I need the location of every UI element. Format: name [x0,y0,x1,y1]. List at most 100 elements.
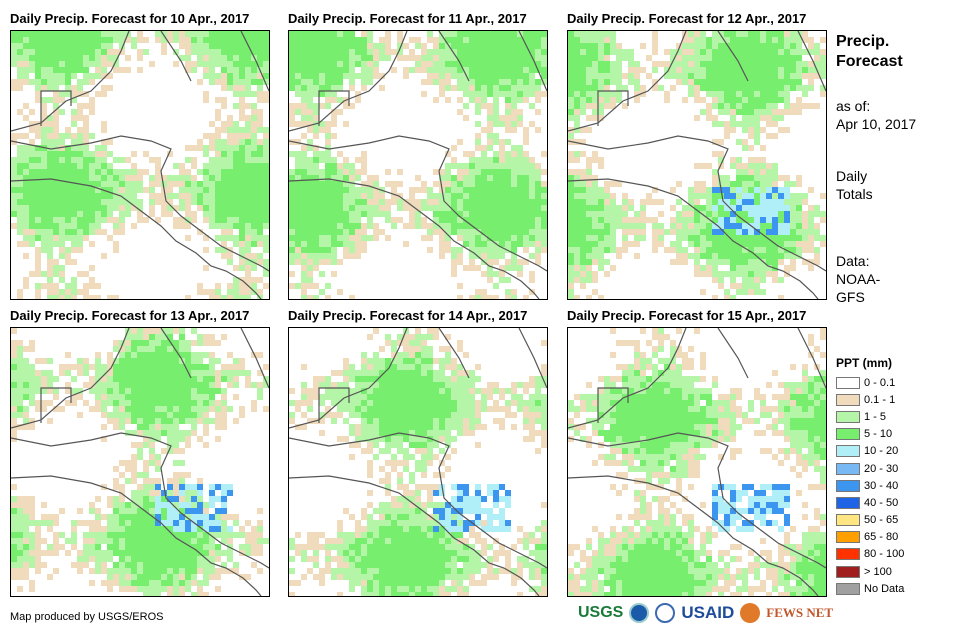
precip-cell [179,187,185,193]
precip-cell [730,199,736,205]
precip-cell [760,145,766,151]
precip-cell [469,247,475,253]
precip-cell [427,37,433,43]
precip-cell [604,217,610,223]
precip-cell [35,358,41,364]
precip-cell [694,91,700,97]
precip-cell [47,31,53,37]
precip-cell [71,394,77,400]
precip-cell [295,157,301,163]
precip-cell [173,532,179,538]
precip-cell [41,538,47,544]
precip-cell [137,199,143,205]
precip-cell [433,79,439,85]
precip-cell [89,388,95,394]
precip-cell [35,151,41,157]
precip-cell [610,61,616,67]
precip-cell [221,121,227,127]
precip-cell [361,406,367,412]
precip-cell [155,217,161,223]
precip-cell [41,211,47,217]
precip-cell [295,169,301,175]
precip-cell [541,217,547,223]
precip-cell [682,235,688,241]
precip-cell [808,211,814,217]
precip-cell [203,217,209,223]
precip-cell [65,382,71,388]
precip-cell [457,67,463,73]
precip-cell [313,388,319,394]
precip-cell [155,532,161,538]
precip-cell [331,388,337,394]
precip-cell [742,97,748,103]
precip-cell [125,382,131,388]
precip-cell [161,538,167,544]
precip-cell [610,97,616,103]
precip-cell [215,514,221,520]
precip-cell [541,55,547,61]
precip-cell [754,277,760,283]
precip-cell [185,544,191,550]
precip-cell [652,241,658,247]
precip-cell [239,91,245,97]
precip-cell [778,91,784,97]
precip-cell [107,55,113,61]
precip-cell [301,157,307,163]
precip-cell [65,37,71,43]
precip-cell [245,157,251,163]
precip-cell [403,358,409,364]
precip-cell [760,103,766,109]
precip-cell [427,205,433,211]
precip-cell [215,163,221,169]
precip-cell [325,103,331,109]
precip-cell [23,175,29,181]
precip-cell [481,175,487,181]
precip-cell [808,79,814,85]
precip-cell [469,181,475,187]
precip-cell [433,49,439,55]
precip-cell [11,556,17,562]
precip-cell [209,133,215,139]
precip-cell [646,73,652,79]
precip-cell [361,37,367,43]
precip-cell [143,586,149,592]
precip-cell [760,79,766,85]
precip-cell [209,223,215,229]
precip-cell [233,514,239,520]
precip-cell [161,496,167,502]
precip-cell [191,187,197,193]
precip-cell [203,340,209,346]
precip-cell [694,265,700,271]
precip-cell [137,37,143,43]
precip-cell [71,151,77,157]
precip-cell [113,247,119,253]
precip-cell [814,55,820,61]
precip-cell [17,406,23,412]
precip-cell [469,406,475,412]
precip-cell [403,412,409,418]
precip-cell [475,205,481,211]
precip-cell [499,229,505,235]
precip-cell [331,115,337,121]
precip-cell [511,181,517,187]
precip-cell [77,163,83,169]
precip-cell [125,376,131,382]
precip-cell [155,556,161,562]
precip-cell [718,193,724,199]
precip-cell [47,235,53,241]
precip-cell [161,358,167,364]
precip-cell [535,193,541,199]
precip-cell [736,31,742,37]
precip-cell [137,472,143,478]
precip-cell [173,502,179,508]
precip-cell [580,217,586,223]
precip-cell [415,430,421,436]
precip-cell [535,97,541,103]
precip-cell [179,37,185,43]
precip-cell [712,85,718,91]
precip-cell [119,340,125,346]
precip-cell [209,55,215,61]
precip-cell [203,406,209,412]
precip-cell [47,271,53,277]
precip-cell [131,406,137,412]
